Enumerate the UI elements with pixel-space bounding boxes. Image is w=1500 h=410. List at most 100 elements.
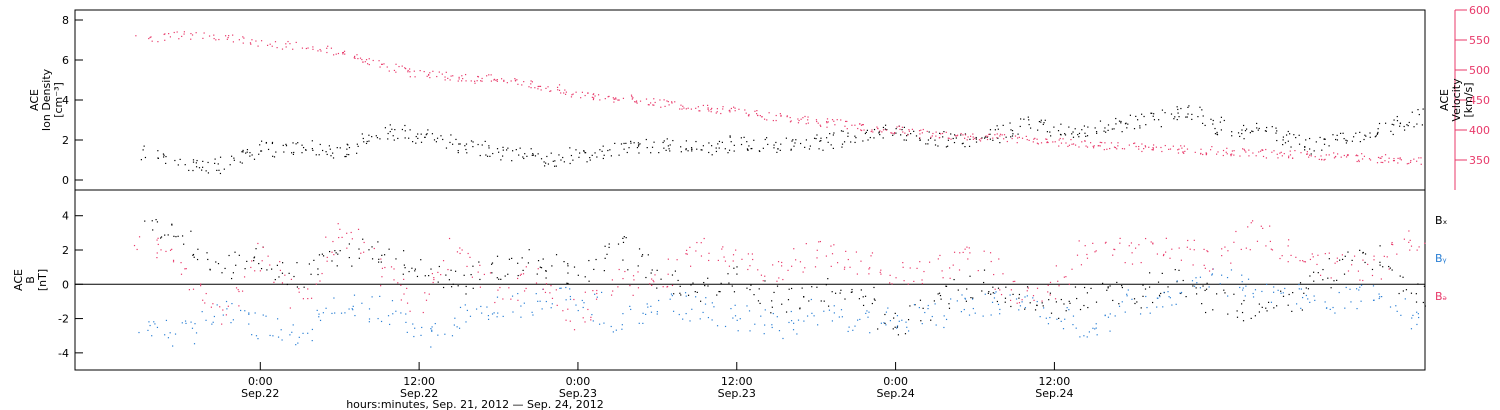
by-point	[1109, 330, 1111, 332]
by-point	[749, 330, 751, 332]
bz-point	[921, 282, 923, 285]
density-point	[937, 145, 939, 147]
bz-point	[1359, 279, 1361, 281]
by-point	[1039, 316, 1041, 318]
velocity-point	[1225, 151, 1227, 153]
velocity-point	[1368, 158, 1371, 160]
bx-point	[463, 274, 465, 276]
density-point	[1087, 126, 1089, 128]
by-point	[1273, 286, 1275, 288]
velocity-point	[1037, 143, 1039, 145]
velocity-point	[1099, 141, 1101, 143]
by-point	[907, 330, 910, 332]
density-point	[989, 129, 992, 131]
bz-point	[390, 266, 393, 268]
density-point	[1304, 146, 1306, 148]
by-point	[193, 343, 196, 345]
bx-point	[625, 237, 627, 239]
bz-point	[346, 247, 348, 249]
velocity-point	[826, 126, 828, 128]
density-point	[292, 142, 294, 144]
by-point	[778, 330, 781, 332]
velocity-point	[510, 80, 512, 82]
bx-point	[1192, 285, 1194, 287]
velocity-point	[1109, 147, 1111, 150]
bz-point	[1269, 240, 1271, 243]
density-point	[330, 155, 332, 157]
density-point	[746, 148, 749, 150]
by-point	[1079, 336, 1081, 338]
by-point	[392, 313, 394, 315]
bx-point	[470, 273, 472, 276]
bx-point	[939, 294, 942, 297]
density-point	[650, 152, 652, 154]
bz-point	[1063, 276, 1065, 278]
bx-point	[164, 234, 166, 236]
density-point	[218, 169, 220, 171]
velocity-point	[1413, 158, 1415, 160]
velocity-point	[744, 109, 746, 111]
by-point	[1226, 276, 1229, 279]
density-point	[1177, 108, 1179, 111]
density-point	[1133, 128, 1136, 130]
by-point	[1176, 280, 1178, 282]
velocity-point	[232, 41, 234, 43]
density-point	[585, 152, 587, 154]
bx-point	[1305, 287, 1307, 289]
density-point	[1363, 138, 1365, 141]
density-point	[519, 147, 521, 149]
velocity-point	[1047, 141, 1049, 144]
velocity-point	[652, 104, 654, 106]
velocity-point	[950, 138, 952, 140]
bz-point	[165, 250, 167, 253]
by-point	[817, 324, 819, 326]
bz-point	[654, 274, 656, 276]
density-point	[992, 139, 994, 141]
bx-point	[1327, 277, 1329, 279]
bx-point	[820, 300, 822, 302]
bx-point	[930, 319, 932, 321]
density-point	[646, 147, 648, 149]
bx-point	[1241, 311, 1244, 314]
bz-point	[717, 259, 719, 262]
velocity-point	[407, 69, 409, 72]
bz-point	[994, 288, 996, 290]
bz-point	[1204, 267, 1206, 269]
by-point	[1227, 295, 1229, 297]
bx-point	[402, 273, 404, 275]
by-point	[1379, 296, 1381, 298]
velocity-point	[599, 99, 601, 101]
density-point	[1293, 134, 1295, 136]
bz-point	[590, 316, 592, 318]
density-point	[753, 139, 755, 141]
velocity-point	[571, 94, 573, 96]
bx-point	[221, 272, 223, 274]
velocity-point	[807, 122, 809, 124]
velocity-point	[1181, 147, 1183, 149]
density-point	[356, 152, 358, 154]
density-point	[1304, 149, 1306, 151]
by-point	[459, 306, 462, 309]
bz-point	[157, 237, 159, 239]
velocity-point	[353, 57, 355, 59]
bz-point	[959, 252, 961, 254]
velocity-point	[653, 104, 655, 106]
density-point	[854, 141, 856, 144]
bx-point	[1074, 286, 1077, 288]
velocity-point	[747, 115, 750, 117]
velocity-point	[780, 114, 782, 117]
bx-point	[651, 269, 653, 271]
density-point	[928, 131, 930, 133]
density-point	[1417, 109, 1419, 111]
bx-point	[694, 291, 696, 293]
bx-point	[1161, 272, 1163, 274]
density-point	[669, 144, 671, 146]
by-point	[1314, 299, 1316, 302]
by-point	[434, 322, 436, 325]
by-point	[240, 309, 242, 312]
bz-point	[1112, 254, 1114, 256]
velocity-point	[834, 124, 836, 126]
by-point	[298, 336, 300, 338]
by-point	[405, 321, 407, 323]
density-point	[305, 149, 307, 151]
